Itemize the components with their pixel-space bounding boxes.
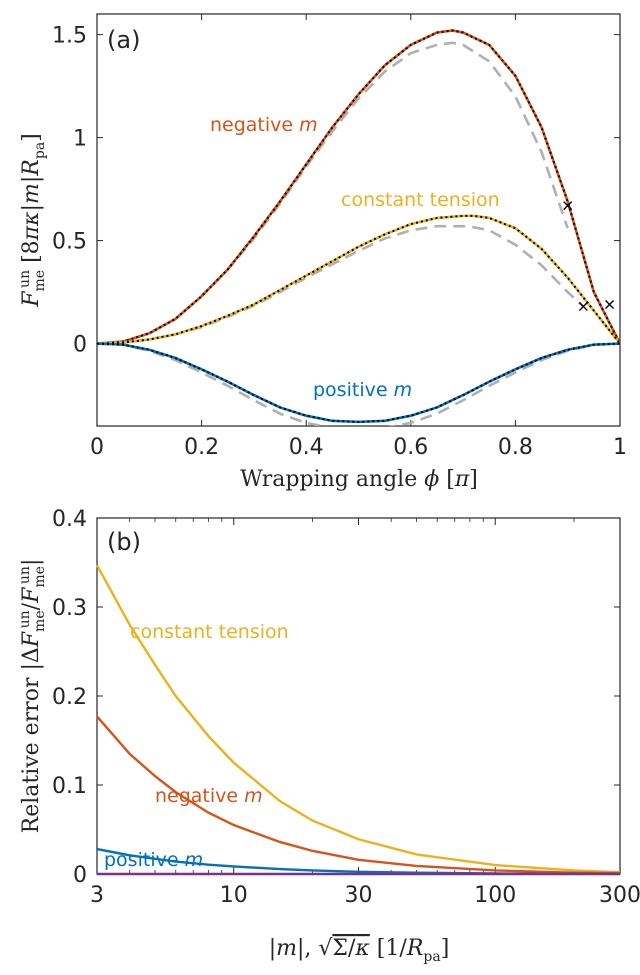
- series-tension: [95, 564, 621, 874]
- panel-a-frame: [96, 13, 621, 427]
- y-tick-label: 0: [73, 333, 87, 358]
- series-tension: [97, 214, 620, 345]
- panel-a: 0 0.2 0.4 0.6 0.8 1 0 0.5 1 1.5 (a) negative m co…: [17, 13, 627, 492]
- panel-a-ylabel: Fmeun [8πκ|m|Rpa]: [17, 133, 48, 308]
- x-tick-label: 1: [613, 435, 627, 460]
- series-negative: [96, 715, 621, 875]
- annotation-a-negative: negative m: [210, 114, 318, 136]
- cross-marker: [578, 302, 588, 312]
- panel-a-crosses: [563, 201, 615, 312]
- y-tick-label: 0.5: [52, 230, 87, 255]
- y-tick-label: 0.3: [52, 596, 87, 621]
- annotation-a-tension: constant tension: [341, 189, 500, 211]
- x-tick-label: 0.8: [498, 435, 533, 460]
- panel-a-ticks: 0 0.2 0.4 0.6 0.8 1 0 0.5 1 1.5: [52, 14, 627, 460]
- panel-a-xlabel: Wrapping angle ϕ [π]: [240, 467, 478, 492]
- series-positive-dotted: [97, 342, 620, 423]
- series-positive_approx: [97, 342, 620, 426]
- series-negative-dotted: [97, 29, 620, 345]
- panel-a-lines: [97, 29, 620, 426]
- x-tick-label: 100: [474, 883, 516, 908]
- series-tension_approx: [97, 224, 585, 345]
- panel-b-lines: [95, 564, 621, 876]
- y-tick-label: 0.2: [52, 685, 87, 710]
- annotation-a-positive: positive m: [313, 379, 412, 401]
- x-tick-label: 0.4: [289, 435, 324, 460]
- panel-a-label: (a): [107, 26, 140, 54]
- series-negative: [97, 29, 620, 345]
- panel-b-xlabel: |m|, √Σ/κ [1/Rpa]: [269, 936, 450, 965]
- x-tick-label: 300: [599, 883, 640, 908]
- annotation-b-negative: negative m: [155, 785, 263, 807]
- panel-b-ticks: 3 10 30 100 300 0 0.1 0.2 0.3 0.4: [52, 507, 640, 908]
- x-tick-label: 10: [220, 883, 248, 908]
- panel-a-series: [97, 29, 620, 426]
- panel-b-label: (b): [107, 528, 141, 556]
- y-tick-label: 1: [73, 127, 87, 152]
- x-tick-label: 3: [90, 883, 104, 908]
- cross-marker: [563, 201, 573, 211]
- panel-b: 3 10 30 100 300 0 0.1 0.2 0.3 0.4 (b) constant te…: [17, 507, 640, 965]
- y-tick-label: 0: [73, 863, 87, 888]
- y-tick-label: 1.5: [52, 24, 87, 49]
- x-tick-label: 0.2: [184, 435, 219, 460]
- x-tick-label: 0: [90, 435, 104, 460]
- series-negative_approx: [97, 41, 569, 345]
- annotation-b-positive: positive m: [104, 849, 203, 871]
- y-tick-label: 0.4: [52, 507, 87, 532]
- panel-b-ylabel: Relative error |ΔFmeun/Fmeun|: [17, 559, 48, 834]
- x-tick-label: 0.6: [393, 435, 428, 460]
- annotation-b-tension: constant tension: [130, 621, 289, 643]
- x-tick-label: 30: [345, 883, 373, 908]
- y-tick-label: 0.1: [52, 774, 87, 799]
- cross-marker: [605, 299, 615, 309]
- series-tension-dotted: [97, 214, 620, 345]
